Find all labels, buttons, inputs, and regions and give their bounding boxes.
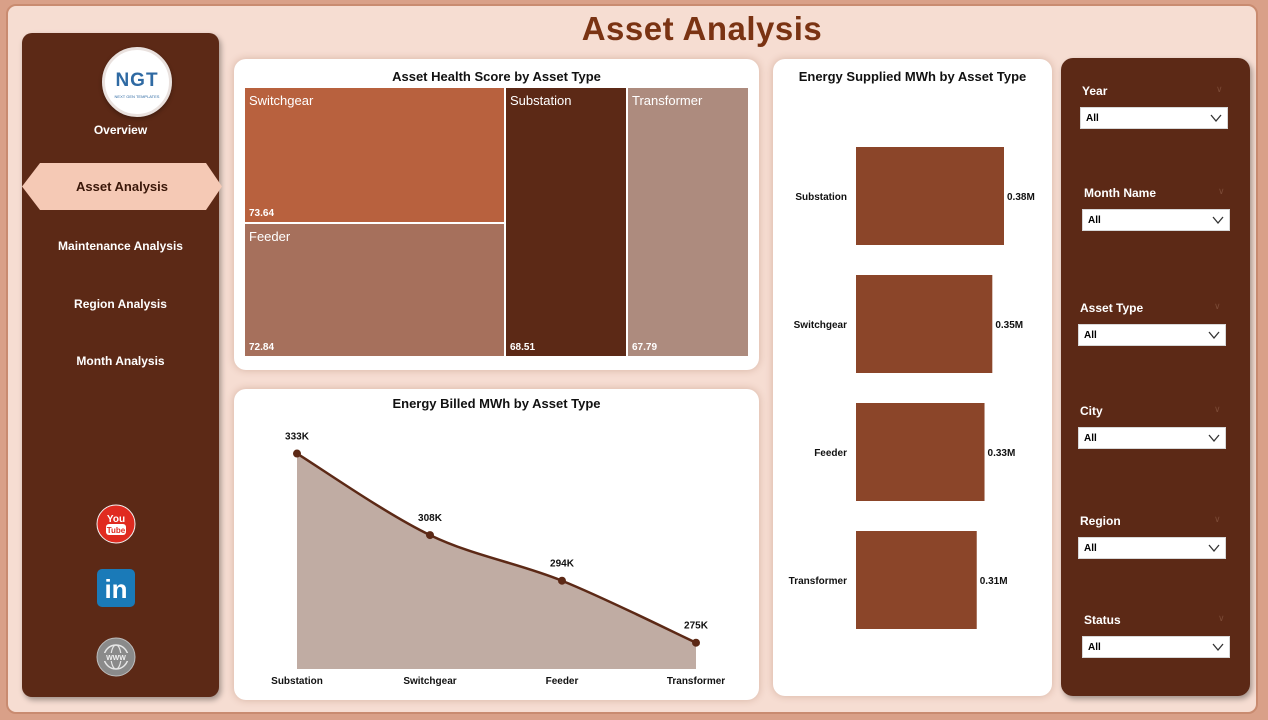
data-label: 308K <box>418 513 443 524</box>
x-tick-label: Transformer <box>667 676 725 687</box>
slicer-dropdown[interactable]: All <box>1078 537 1226 559</box>
bar-chart-card: Energy Supplied MWh by Asset Type Substa… <box>773 59 1052 696</box>
linkedin-icon[interactable]: in <box>96 568 136 608</box>
area-chart-card: Energy Billed MWh by Asset Type 333K Subs… <box>234 389 759 700</box>
slicer-dropdown[interactable]: All <box>1082 209 1230 231</box>
nav-item-region-analysis[interactable]: Region Analysis <box>74 297 167 311</box>
nav-item-asset-analysis[interactable]: Asset Analysis <box>22 163 222 210</box>
data-label: 275K <box>684 621 709 632</box>
chevron-down-icon[interactable] <box>1208 542 1220 554</box>
treemap-cell-name: Transformer <box>632 93 703 108</box>
slicer-value: All <box>1084 330 1097 341</box>
slicer-value: All <box>1088 215 1101 226</box>
chevron-down-icon[interactable] <box>1212 214 1224 226</box>
nav-item-overview[interactable]: Overview <box>93 123 148 137</box>
slicer-value: All <box>1084 543 1097 554</box>
chevron-down-icon[interactable]: ∨ <box>1214 301 1221 311</box>
slicer-dropdown[interactable]: All <box>1080 107 1228 129</box>
svg-text:You: You <box>107 514 125 525</box>
youtube-icon[interactable]: You Tube <box>96 504 136 544</box>
svg-text:WWW: WWW <box>106 655 126 662</box>
nav-item-label: Asset Analysis <box>75 179 168 194</box>
area-chart-title: Energy Billed MWh by Asset Type <box>392 396 601 411</box>
slicer-dropdown[interactable]: All <box>1078 324 1226 346</box>
bar[interactable] <box>856 531 977 629</box>
data-label: 0.38M <box>1007 192 1035 203</box>
filter-panel <box>1061 58 1250 696</box>
treemap-cell-name: Feeder <box>249 229 291 244</box>
chevron-down-icon[interactable] <box>1212 641 1224 653</box>
data-label: 0.31M <box>980 576 1008 587</box>
data-label: 0.35M <box>995 320 1023 331</box>
treemap-cell-value: 68.51 <box>510 342 536 353</box>
y-tick-label: Switchgear <box>794 320 847 331</box>
slicer-dropdown[interactable]: All <box>1082 636 1230 658</box>
slicer-label: Region <box>1080 514 1121 528</box>
chevron-down-icon[interactable] <box>1208 329 1220 341</box>
svg-text:Tube: Tube <box>107 526 126 535</box>
chevron-down-icon[interactable] <box>1210 112 1222 124</box>
slicer-label: Month Name <box>1084 186 1156 200</box>
slicer-label: Year <box>1082 84 1108 98</box>
chevron-down-icon[interactable]: ∨ <box>1214 404 1221 414</box>
page-title: Asset Analysis <box>581 10 823 47</box>
slicer-label: City <box>1080 404 1103 418</box>
treemap-title: Asset Health Score by Asset Type <box>392 69 601 84</box>
data-point[interactable] <box>293 449 301 458</box>
logo-subtext: NEXT GEN TEMPLATES <box>114 94 160 99</box>
bar[interactable] <box>856 275 993 373</box>
slicer-label: Asset Type <box>1080 301 1144 315</box>
treemap-cell-name: Switchgear <box>249 93 314 108</box>
x-tick-label: Substation <box>271 676 323 687</box>
treemap-cell-value: 67.79 <box>632 342 658 353</box>
bar[interactable] <box>856 403 985 501</box>
svg-text:in: in <box>104 574 127 604</box>
bar-chart-title: Energy Supplied MWh by Asset Type <box>798 69 1027 84</box>
area-chart: 333K Substation 308K Switchgear 294K Feeder 27… <box>271 432 725 687</box>
treemap-cell-value: 72.84 <box>249 342 275 353</box>
slicer-label: Status <box>1084 613 1121 627</box>
slicer-value: All <box>1088 642 1101 653</box>
x-tick-label: Switchgear <box>403 676 456 687</box>
y-tick-label: Feeder <box>814 448 847 459</box>
nav-item-month-analysis[interactable]: Month Analysis <box>76 354 165 368</box>
data-point[interactable] <box>692 638 700 647</box>
chevron-down-icon[interactable]: ∨ <box>1218 613 1225 623</box>
data-label: 333K <box>285 432 310 443</box>
x-tick-label: Feeder <box>546 676 579 687</box>
chevron-down-icon[interactable]: ∨ <box>1214 514 1221 524</box>
treemap-card: Asset Health Score by Asset Type Switchg… <box>234 59 759 370</box>
logo: NGT NEXT GEN TEMPLATES <box>102 47 172 117</box>
slicer-dropdown[interactable]: All <box>1078 427 1226 449</box>
logo-text: NGT <box>115 70 159 91</box>
y-tick-label: Substation <box>795 192 847 203</box>
area-fill <box>297 453 696 669</box>
data-label: 0.33M <box>988 448 1016 459</box>
nav-item-maintenance-analysis[interactable]: Maintenance Analysis <box>58 239 183 253</box>
treemap-cell-name: Substation <box>510 93 572 108</box>
treemap-cell-feeder[interactable]: Feeder 72.84 <box>245 224 504 356</box>
y-tick-label: Transformer <box>789 576 847 587</box>
website-icon[interactable]: WWW <box>96 637 136 677</box>
bar[interactable] <box>856 147 1004 245</box>
chevron-down-icon[interactable]: ∨ <box>1218 186 1225 196</box>
treemap-cell-substation[interactable]: Substation 68.51 <box>506 88 626 356</box>
data-label: 294K <box>550 559 575 570</box>
treemap-cell-transformer[interactable]: Transformer 67.79 <box>628 88 748 356</box>
slicer-value: All <box>1084 433 1097 444</box>
bar-chart: Substation 0.38M Switchgear 0.35M Feeder 0.33… <box>789 147 1035 629</box>
chevron-down-icon[interactable] <box>1208 432 1220 444</box>
data-point[interactable] <box>558 576 566 585</box>
chevron-down-icon[interactable]: ∨ <box>1216 84 1223 94</box>
slicer-value: All <box>1086 113 1099 124</box>
data-point[interactable] <box>426 531 434 540</box>
area-line <box>296 452 697 644</box>
treemap-cell-value: 73.64 <box>249 208 275 219</box>
treemap-cell-switchgear[interactable]: Switchgear 73.64 <box>245 88 504 222</box>
